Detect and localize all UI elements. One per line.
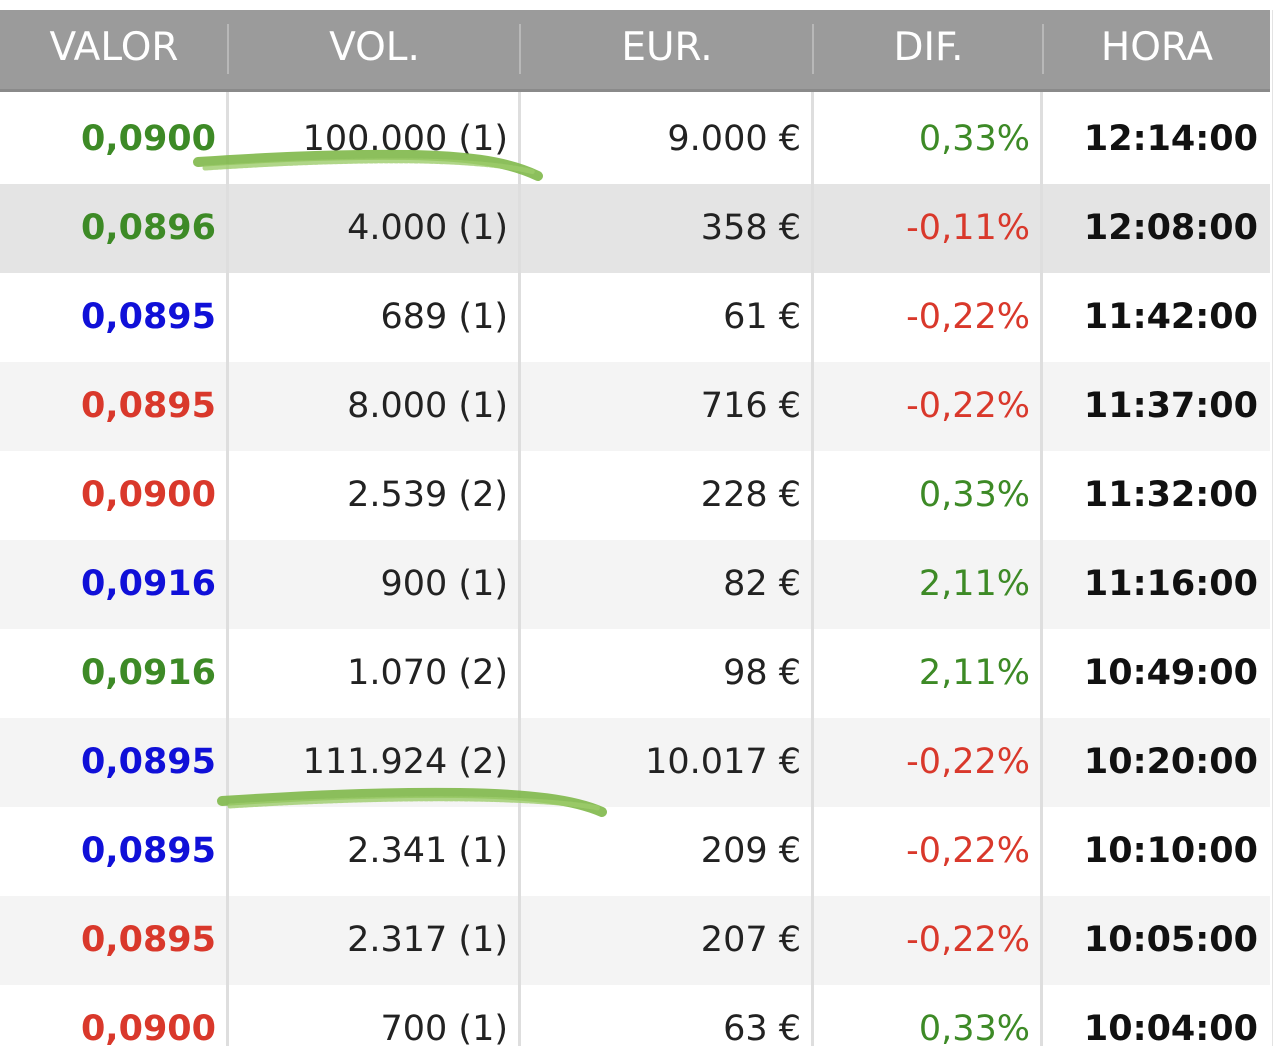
table-header: VALOR VOL. EUR. DIF. HORA bbox=[0, 10, 1270, 92]
table-row[interactable]: 0,0916 900 (1) 82 € 2,11% 11:16:00 bbox=[0, 540, 1270, 629]
trade-amount-eur: 61 € bbox=[723, 297, 801, 337]
header-divider bbox=[812, 24, 814, 74]
trade-volume: 111.924 (2) bbox=[302, 742, 508, 782]
trade-change-percent: 0,33% bbox=[918, 1009, 1030, 1046]
trade-amount-eur: 716 € bbox=[700, 386, 801, 426]
column-header-eur[interactable]: EUR. bbox=[621, 25, 713, 70]
trade-amount-eur: 63 € bbox=[723, 1009, 801, 1046]
trade-time: 11:37:00 bbox=[1083, 386, 1258, 426]
trade-time: 11:16:00 bbox=[1083, 564, 1258, 604]
trade-time: 10:05:00 bbox=[1083, 920, 1258, 960]
column-header-hora[interactable]: HORA bbox=[1100, 25, 1214, 70]
trade-change-percent: 2,11% bbox=[918, 653, 1030, 693]
column-divider bbox=[226, 92, 229, 1046]
header-divider bbox=[1042, 24, 1044, 74]
trade-change-percent: -0,22% bbox=[906, 742, 1030, 782]
trade-price: 0,0900 bbox=[80, 1009, 216, 1046]
column-header-dif[interactable]: DIF. bbox=[893, 25, 964, 70]
table-row[interactable]: 0,0900 700 (1) 63 € 0,33% 10:04:00 bbox=[0, 985, 1270, 1046]
table-row[interactable]: 0,0895 689 (1) 61 € -0,22% 11:42:00 bbox=[0, 273, 1270, 362]
trade-volume: 4.000 (1) bbox=[347, 208, 508, 248]
trade-volume: 8.000 (1) bbox=[347, 386, 508, 426]
trade-volume: 689 (1) bbox=[380, 297, 508, 337]
table-row[interactable]: 0,0916 1.070 (2) 98 € 2,11% 10:49:00 bbox=[0, 629, 1270, 718]
trade-change-percent: -0,22% bbox=[906, 920, 1030, 960]
trade-time: 10:10:00 bbox=[1083, 831, 1258, 871]
trade-price: 0,0916 bbox=[80, 564, 216, 604]
trade-change-percent: -0,11% bbox=[906, 208, 1030, 248]
trade-amount-eur: 98 € bbox=[723, 653, 801, 693]
trade-volume: 2.341 (1) bbox=[347, 831, 508, 871]
trade-change-percent: -0,22% bbox=[906, 831, 1030, 871]
trade-change-percent: 0,33% bbox=[918, 119, 1030, 159]
trade-amount-eur: 10.017 € bbox=[645, 742, 801, 782]
table-row[interactable]: 0,0896 4.000 (1) 358 € -0,11% 12:08:00 bbox=[0, 184, 1270, 273]
trade-price: 0,0896 bbox=[80, 208, 216, 248]
trade-amount-eur: 228 € bbox=[700, 475, 801, 515]
trade-time: 10:20:00 bbox=[1083, 742, 1258, 782]
trade-volume: 2.539 (2) bbox=[347, 475, 508, 515]
trade-volume: 900 (1) bbox=[380, 564, 508, 604]
trade-time: 12:14:00 bbox=[1083, 119, 1258, 159]
trade-amount-eur: 82 € bbox=[723, 564, 801, 604]
trade-time: 10:49:00 bbox=[1083, 653, 1258, 693]
trade-time: 11:42:00 bbox=[1083, 297, 1258, 337]
table-row[interactable]: 0,0895 111.924 (2) 10.017 € -0,22% 10:20:00 bbox=[0, 718, 1270, 807]
table-row[interactable]: 0,0895 2.341 (1) 209 € -0,22% 10:10:00 bbox=[0, 807, 1270, 896]
scrollbar[interactable] bbox=[1272, 10, 1284, 1046]
trade-change-percent: -0,22% bbox=[906, 297, 1030, 337]
trade-price: 0,0900 bbox=[80, 475, 216, 515]
trade-price: 0,0900 bbox=[80, 119, 216, 159]
trade-volume: 1.070 (2) bbox=[347, 653, 508, 693]
trade-time: 11:32:00 bbox=[1083, 475, 1258, 515]
trade-price: 0,0895 bbox=[80, 742, 216, 782]
trade-change-percent: 2,11% bbox=[918, 564, 1030, 604]
column-divider bbox=[1040, 92, 1043, 1046]
trade-amount-eur: 358 € bbox=[700, 208, 801, 248]
trade-volume: 100.000 (1) bbox=[302, 119, 508, 159]
table-row[interactable]: 0,0900 100.000 (1) 9.000 € 0,33% 12:14:00 bbox=[0, 95, 1270, 184]
trade-amount-eur: 209 € bbox=[700, 831, 801, 871]
trade-change-percent: -0,22% bbox=[906, 386, 1030, 426]
table-row[interactable]: 0,0900 2.539 (2) 228 € 0,33% 11:32:00 bbox=[0, 451, 1270, 540]
column-divider bbox=[811, 92, 814, 1046]
header-divider bbox=[227, 24, 229, 74]
trade-amount-eur: 9.000 € bbox=[667, 119, 801, 159]
header-divider bbox=[519, 24, 521, 74]
column-header-valor[interactable]: VALOR bbox=[49, 25, 179, 70]
trade-price: 0,0895 bbox=[80, 297, 216, 337]
trade-volume: 700 (1) bbox=[380, 1009, 508, 1046]
trade-price: 0,0916 bbox=[80, 653, 216, 693]
trade-time: 12:08:00 bbox=[1083, 208, 1258, 248]
column-divider bbox=[518, 92, 521, 1046]
trade-amount-eur: 207 € bbox=[700, 920, 801, 960]
trade-price: 0,0895 bbox=[80, 386, 216, 426]
trade-change-percent: 0,33% bbox=[918, 475, 1030, 515]
trade-time: 10:04:00 bbox=[1083, 1009, 1258, 1046]
trade-price: 0,0895 bbox=[80, 920, 216, 960]
column-header-vol[interactable]: VOL. bbox=[329, 25, 420, 70]
trade-volume: 2.317 (1) bbox=[347, 920, 508, 960]
table-row[interactable]: 0,0895 8.000 (1) 716 € -0,22% 11:37:00 bbox=[0, 362, 1270, 451]
table-row[interactable]: 0,0895 2.317 (1) 207 € -0,22% 10:05:00 bbox=[0, 896, 1270, 985]
trade-price: 0,0895 bbox=[80, 831, 216, 871]
